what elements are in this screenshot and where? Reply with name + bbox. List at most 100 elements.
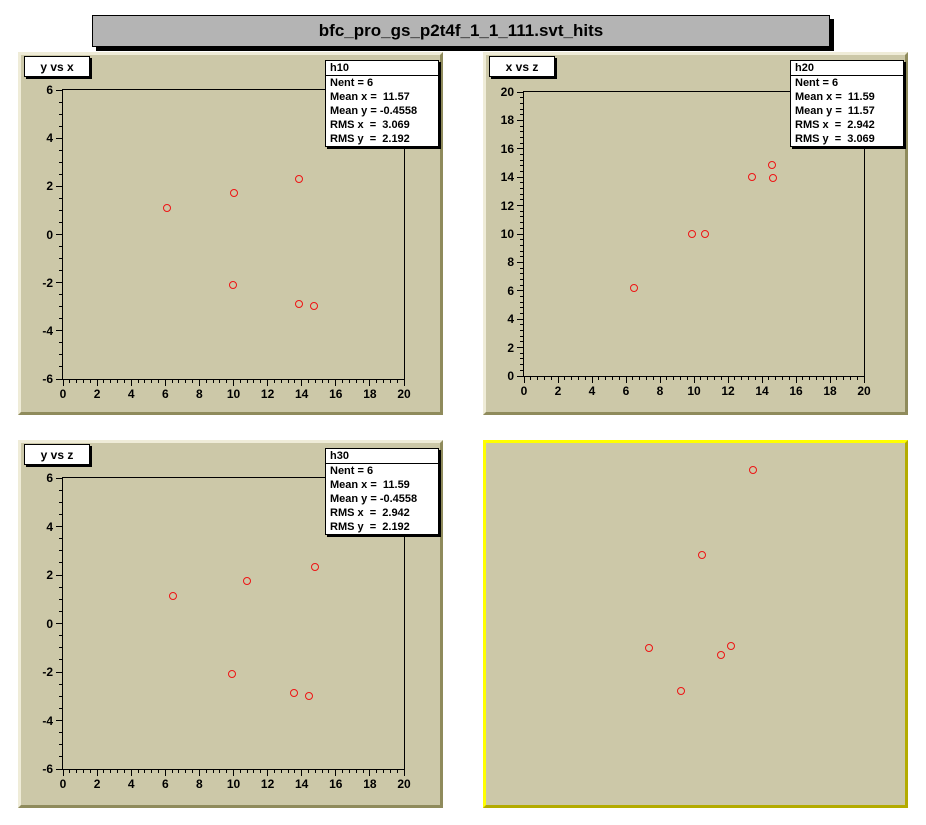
x-minor-tick bbox=[815, 376, 817, 380]
y-tick-label: 6 bbox=[46, 83, 53, 97]
y-minor-tick bbox=[59, 501, 63, 503]
data-point-marker bbox=[697, 550, 706, 559]
y-minor-tick bbox=[59, 246, 63, 248]
data-point-marker bbox=[229, 280, 237, 289]
y-minor-tick bbox=[520, 142, 524, 144]
y-minor-tick bbox=[59, 113, 63, 115]
y-minor-tick bbox=[520, 239, 524, 241]
x-minor-tick bbox=[69, 379, 71, 383]
y-minor-tick bbox=[520, 136, 524, 138]
y-tick-label: 0 bbox=[46, 616, 53, 631]
stats-mean-x: Mean x = 11.59 bbox=[795, 91, 875, 103]
x-minor-tick bbox=[157, 769, 159, 773]
x-minor-tick bbox=[328, 769, 330, 773]
x-minor-tick bbox=[144, 379, 146, 383]
x-minor-tick bbox=[389, 769, 391, 773]
y-minor-tick bbox=[520, 227, 524, 229]
y-minor-tick bbox=[520, 102, 524, 104]
y-minor-tick bbox=[520, 330, 524, 332]
y-tick-label: -2 bbox=[42, 275, 53, 290]
x-major-tick bbox=[369, 379, 371, 386]
data-point-marker bbox=[701, 229, 710, 238]
x-major-tick bbox=[403, 379, 405, 386]
x-minor-tick bbox=[362, 769, 364, 773]
x-minor-tick bbox=[226, 769, 228, 773]
stats-mean-x: Mean x = 11.57 bbox=[330, 91, 410, 103]
y-minor-tick bbox=[520, 295, 524, 297]
pad-selected-view[interactable] bbox=[483, 440, 908, 808]
x-tick-label: 18 bbox=[363, 777, 377, 791]
y-tick-label: 20 bbox=[500, 85, 514, 99]
y-minor-tick bbox=[59, 161, 63, 163]
y-major-tick bbox=[56, 671, 63, 673]
x-minor-tick bbox=[389, 379, 391, 383]
pad-x-vs-z[interactable]: 0 2 4 6 8 10 12 14 16 18 20 0 2 4 6 8 10 12 14 16 18 20 x vs … bbox=[483, 52, 908, 415]
y-minor-tick bbox=[520, 97, 524, 99]
x-minor-tick bbox=[734, 376, 736, 380]
x-minor-tick bbox=[564, 376, 566, 380]
x-minor-tick bbox=[396, 769, 398, 773]
stats-hist-name: h30 bbox=[326, 449, 438, 464]
x-tick-label: 4 bbox=[588, 384, 596, 398]
y-minor-tick bbox=[520, 301, 524, 303]
x-tick-label: 20 bbox=[397, 387, 411, 401]
y-minor-tick bbox=[520, 244, 524, 246]
data-point-marker bbox=[644, 643, 653, 652]
pad-title-text: x vs z bbox=[505, 59, 539, 74]
y-major-tick bbox=[56, 768, 63, 770]
y-minor-tick bbox=[520, 159, 524, 161]
y-minor-tick bbox=[59, 744, 63, 746]
y-tick-label: 0 bbox=[46, 227, 53, 242]
x-tick-label: 10 bbox=[687, 384, 701, 398]
x-minor-tick bbox=[178, 379, 180, 383]
y-minor-tick bbox=[520, 222, 524, 224]
y-minor-tick bbox=[59, 732, 63, 734]
x-minor-tick bbox=[713, 376, 715, 380]
y-major-tick bbox=[517, 176, 524, 178]
data-point-marker bbox=[716, 650, 725, 659]
x-minor-tick bbox=[103, 769, 105, 773]
y-major-tick bbox=[517, 261, 524, 263]
y-minor-tick bbox=[59, 695, 63, 697]
x-minor-tick bbox=[260, 769, 262, 773]
y-tick-label: 8 bbox=[507, 255, 514, 270]
x-minor-tick bbox=[185, 379, 187, 383]
x-minor-tick bbox=[321, 769, 323, 773]
x-major-tick bbox=[96, 379, 98, 386]
y-major-tick bbox=[517, 205, 524, 207]
stats-hist-name: h20 bbox=[791, 61, 903, 76]
pad-y-vs-z[interactable]: 0 2 4 6 8 10 12 14 16 18 20 -6 -4 -2 0 2 4 6 y vs z h30 N… bbox=[18, 440, 443, 808]
x-major-tick bbox=[301, 769, 303, 776]
y-minor-tick bbox=[59, 354, 63, 356]
y-minor-tick bbox=[520, 335, 524, 337]
x-minor-tick bbox=[348, 379, 350, 383]
x-minor-tick bbox=[260, 379, 262, 383]
y-major-tick bbox=[517, 318, 524, 320]
y-minor-tick bbox=[59, 562, 63, 564]
plot-frame-y-vs-x: 0 2 4 6 8 10 12 14 16 18 20 -6 -4 -2 0 2 4 6 bbox=[42, 84, 410, 400]
x-tick-label: 6 bbox=[161, 387, 169, 401]
x-major-tick bbox=[96, 769, 98, 776]
x-major-tick bbox=[403, 769, 405, 776]
y-major-tick bbox=[517, 233, 524, 235]
x-major-tick bbox=[693, 376, 695, 383]
y-minor-tick bbox=[59, 683, 63, 685]
x-minor-tick bbox=[571, 376, 573, 380]
x-major-tick bbox=[591, 376, 593, 383]
x-minor-tick bbox=[652, 376, 654, 380]
x-tick-label: 16 bbox=[329, 777, 343, 791]
x-minor-tick bbox=[639, 376, 641, 380]
data-point-marker bbox=[242, 576, 251, 585]
y-minor-tick bbox=[59, 659, 63, 661]
data-point-marker bbox=[748, 172, 757, 181]
y-major-tick bbox=[56, 234, 63, 235]
plot-frame-x-vs-z: 0 2 4 6 8 10 12 14 16 18 20 0 2 4 6 8 10 12 14 16 18 20 bbox=[501, 86, 871, 397]
x-minor-tick bbox=[342, 769, 344, 773]
pad-y-vs-x[interactable]: 0 2 4 6 8 10 12 14 16 18 20 -6 -4 -2 0 2 4 6 y vs x h10 N… bbox=[18, 52, 443, 415]
x-minor-tick bbox=[383, 379, 385, 383]
y-minor-tick bbox=[59, 598, 63, 600]
x-minor-tick bbox=[577, 376, 579, 380]
data-point-marker bbox=[169, 592, 178, 601]
y-tick-label: 16 bbox=[500, 141, 514, 156]
x-minor-tick bbox=[151, 379, 153, 383]
